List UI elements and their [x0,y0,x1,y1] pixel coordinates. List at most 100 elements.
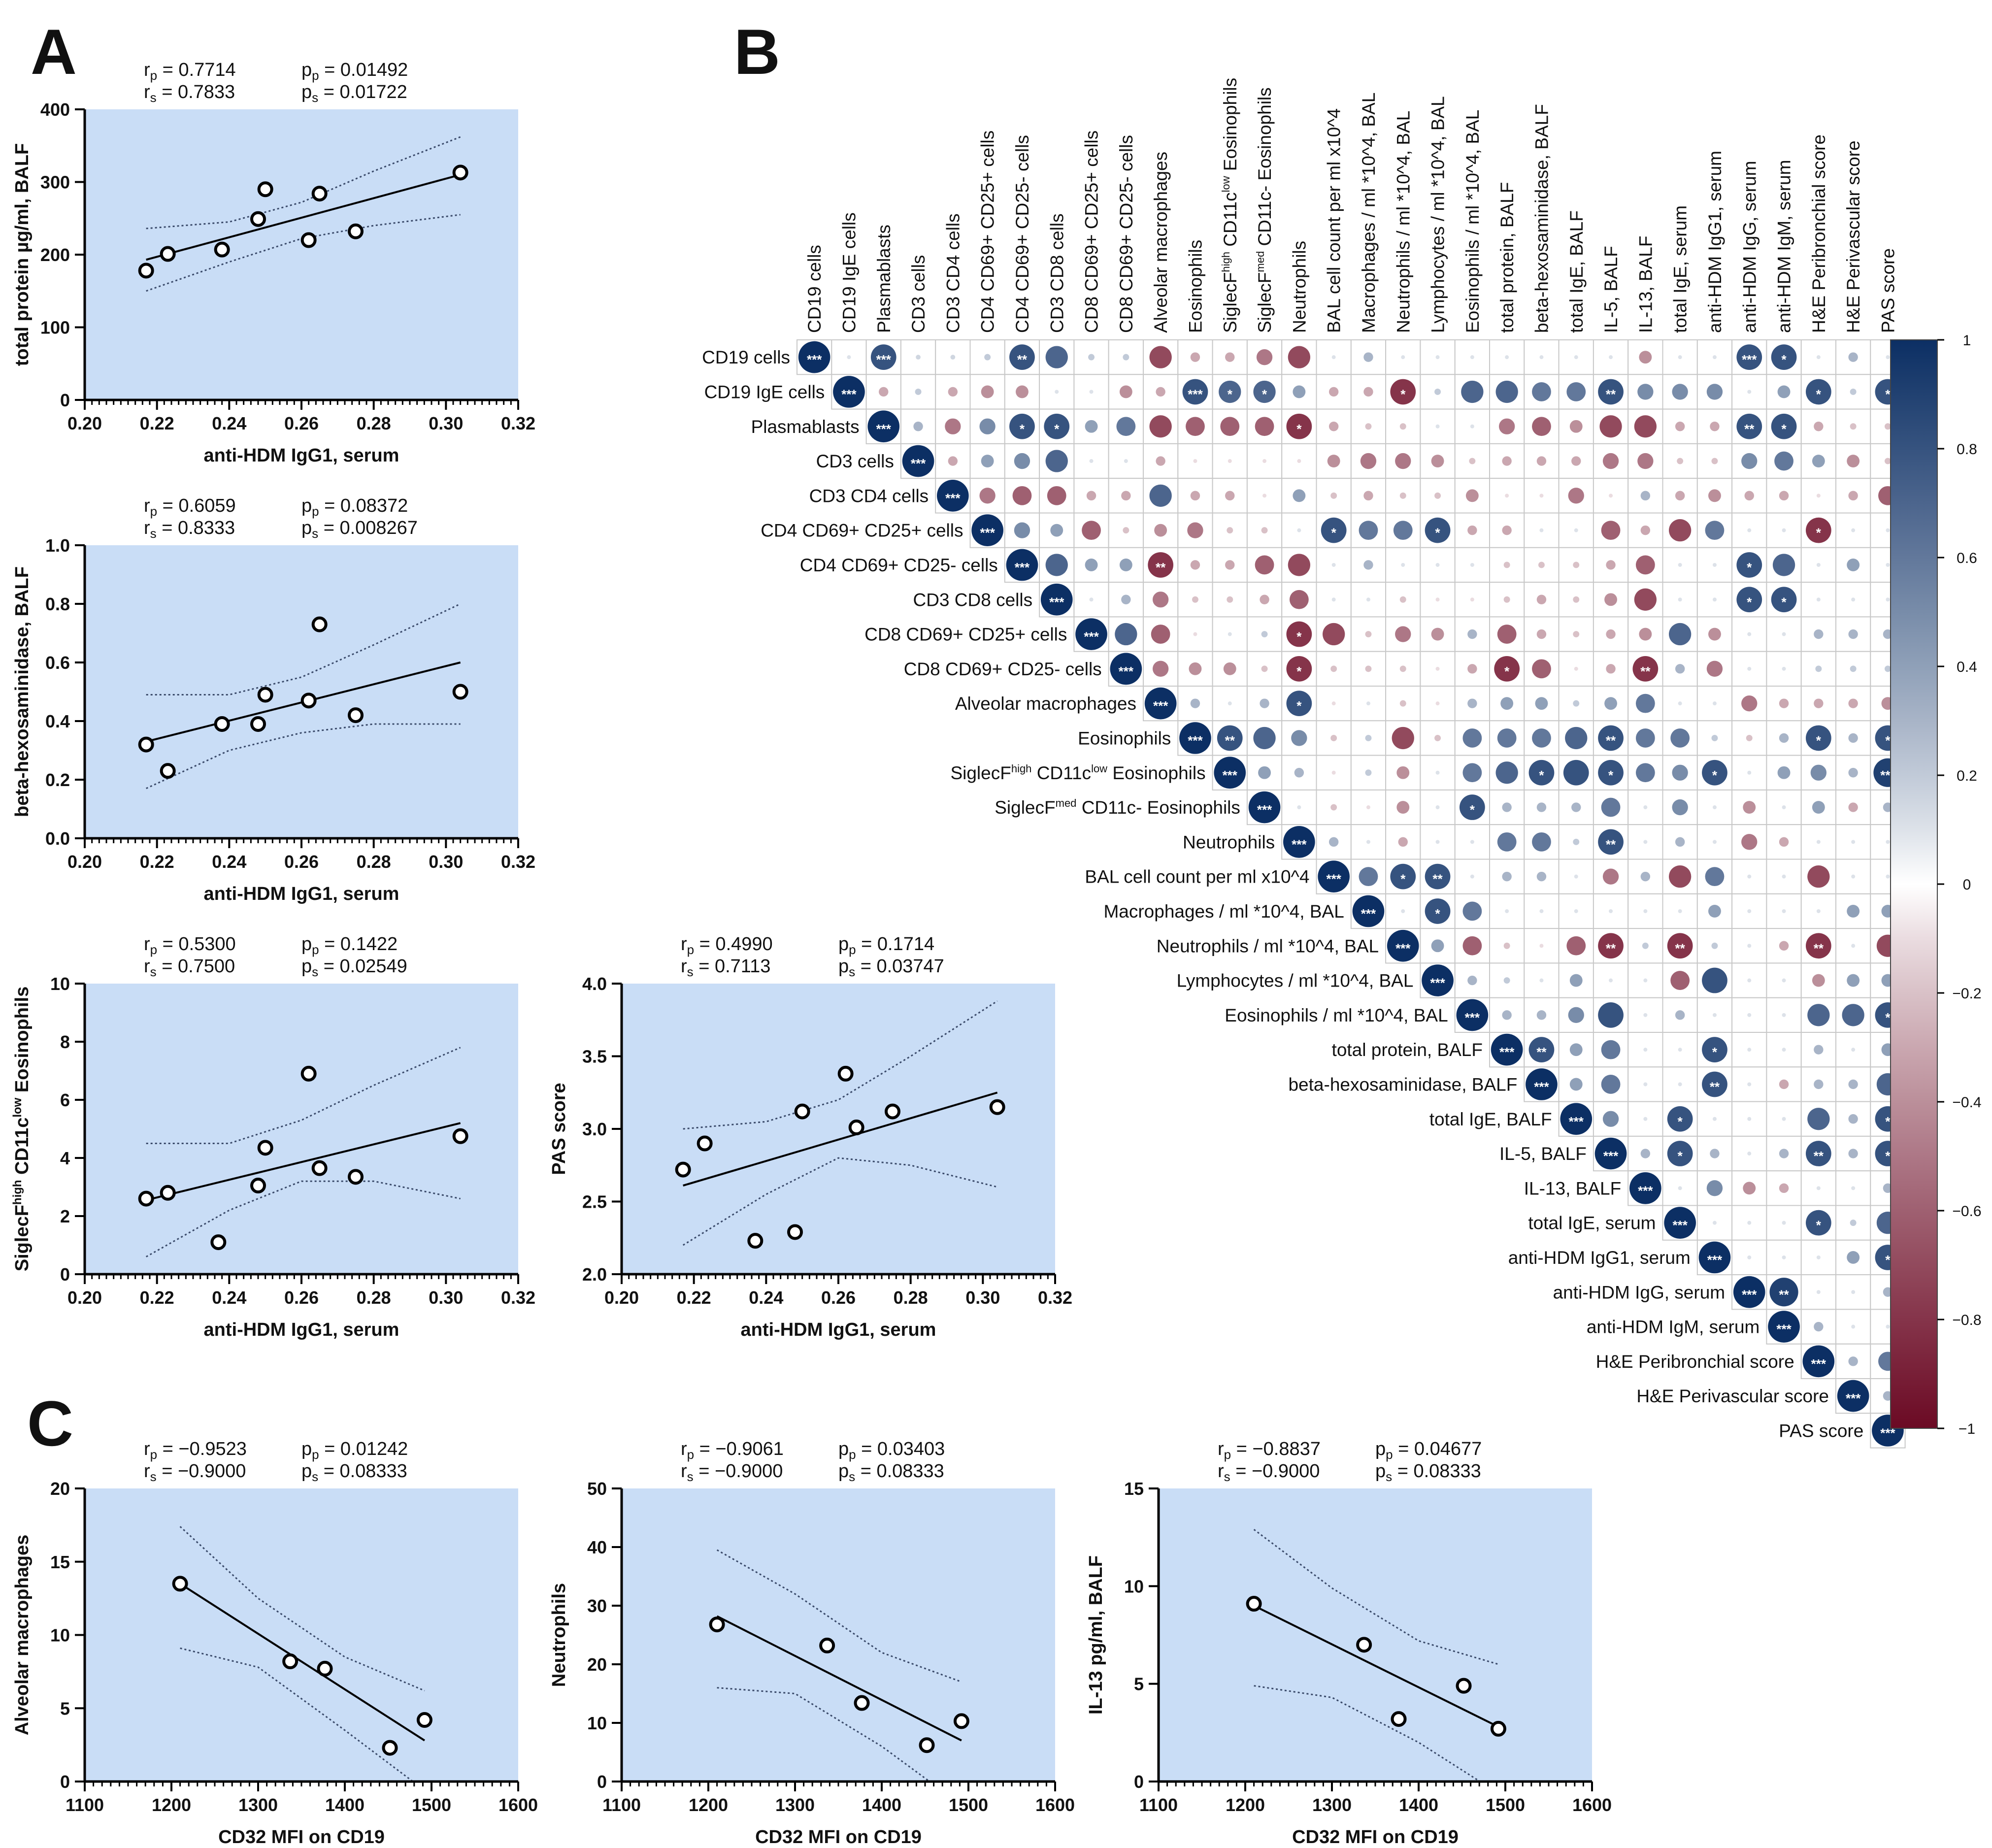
correlation-dot [1637,453,1654,469]
correlation-dot [1747,874,1752,879]
row-label: anti-HDM IgM, serum [1587,1317,1760,1337]
x-tick-label: 0.32 [501,852,535,872]
correlation-dot [1050,524,1063,537]
y-tick-label: 0 [60,1264,70,1285]
correlation-dot [1088,354,1095,361]
correlation-dot [1678,355,1682,360]
column-label: Alveolar macrophages [1151,152,1171,333]
row-label: Macrophages / ml *10^4, BAL [1103,901,1344,922]
row-label: total protein, BALF [1332,1040,1483,1060]
correlation-dot [1746,734,1753,741]
correlation-dot [1190,352,1200,362]
x-tick-label: 1200 [689,1795,728,1815]
y-tick-label: 400 [40,99,70,120]
column-label: H&E Peribronchial score [1809,134,1829,333]
significance-stars: *** [1292,837,1307,852]
correlation-dot [1814,629,1824,639]
column-label: CD8 CD69+ CD25+ cells [1082,131,1102,333]
correlation-dot [1467,664,1477,674]
correlation-dot [1779,491,1789,501]
correlation-dot [1812,801,1825,814]
correlation-dot [1255,555,1274,575]
correlation-dot [1848,491,1858,501]
correlation-dot [1573,561,1580,568]
correlation-dot [1393,521,1413,540]
significance-stars: * [1020,422,1025,436]
correlation-dot [1571,802,1581,812]
significance-stars: ** [1606,941,1616,956]
correlation-dot [1293,385,1306,398]
correlation-dot [1810,764,1827,781]
correlation-dot [1536,456,1547,466]
row-label: CD8 CD69+ CD25+ cells [864,625,1067,645]
correlation-dot [1536,871,1547,882]
column-label: Lymphocytes / ml *10^4, BAL [1428,96,1448,333]
correlation-dot [1769,1278,1798,1307]
correlation-dot [1228,459,1232,463]
correlation-dot [1851,1048,1856,1052]
column-label: anti-HDM IgM, serum [1774,160,1794,333]
correlation-dot [1850,1220,1857,1226]
data-point [452,1128,468,1144]
correlation-dot [1743,801,1756,814]
correlation-dot [1711,734,1718,741]
scatter-A3: 0.20 0.22 0.24 0.26 0.28 0.30 0.32 0 2 4 6 8 10 anti-… [11,934,535,1340]
x-tick-label: 1300 [238,1795,278,1815]
correlation-dot [1736,587,1762,613]
stat-ps: ps = 0.008267 [301,518,418,541]
correlation-dot [1847,455,1860,467]
data-point [416,1712,432,1728]
colorbar-tick-label: 0.2 [1957,768,1977,784]
y-tick-label: 8 [60,1032,70,1052]
correlation-dot [1675,491,1685,501]
data-point [794,1103,810,1120]
correlation-dot [1085,420,1098,433]
correlation-dot [1609,909,1613,913]
correlation-dot [1747,1152,1752,1156]
correlation-dot [1708,627,1721,641]
correlation-dot [1431,939,1444,953]
correlation-dot [1643,1048,1648,1052]
correlation-dot [1637,384,1654,400]
colorbar-tick-label: −0.2 [1952,986,1981,1002]
correlation-dot [1635,763,1655,783]
x-tick-label: 0.24 [212,413,246,433]
significance-stars: ** [1814,1149,1824,1163]
correlation-dot [1431,627,1444,641]
data-point [250,1178,266,1194]
correlation-dot [1258,766,1271,779]
correlation-dot [1779,837,1789,847]
y-tick-label: 100 [40,318,70,338]
correlation-dot [1669,519,1692,542]
significance-stars: *** [1603,1149,1619,1163]
y-axis-label: SiglecFhigh CD11clow Eosinophils [11,987,33,1271]
correlation-dot [1886,355,1890,360]
ci-lower-band [146,723,461,790]
correlation-dot [1156,456,1165,466]
correlation-dot [1119,385,1132,398]
y-tick-label: 2.0 [582,1264,607,1285]
stat-rs: rs = −0.9000 [681,1461,783,1484]
correlation-dot [1712,701,1717,706]
correlation-dot [1747,1048,1752,1052]
x-tick-label: 0.26 [821,1287,856,1308]
significance-stars: *** [945,491,961,505]
x-tick-label: 0.24 [212,852,246,872]
correlation-dot [1502,525,1512,535]
correlation-dot [1425,898,1451,924]
correlation-dot [1227,596,1233,603]
ci-upper-band [1253,1529,1499,1665]
correlation-dot [1609,494,1613,498]
correlation-dot [1702,967,1727,993]
correlation-dot [1323,623,1345,646]
correlation-dot [1609,978,1613,983]
correlation-dot [1708,489,1721,502]
correlation-dot [1598,1002,1624,1028]
correlation-dot [870,344,896,370]
data-point [214,716,230,732]
correlation-dot [1425,517,1451,543]
significance-stars: *** [1776,1322,1792,1337]
correlation-dot [1601,1075,1621,1094]
stat-ps: ps = 0.02549 [301,956,407,979]
y-tick-label: 5 [60,1698,70,1718]
